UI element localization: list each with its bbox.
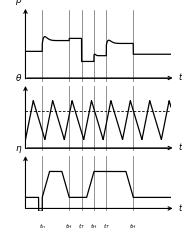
Text: p: p	[15, 0, 21, 5]
Text: $t_T$: $t_T$	[103, 222, 110, 231]
Text: t: t	[178, 73, 182, 83]
Text: $t_H$: $t_H$	[129, 222, 137, 231]
Text: θ: θ	[15, 73, 21, 83]
Text: $t_H$: $t_H$	[90, 222, 98, 231]
Text: t: t	[178, 144, 182, 152]
Text: t: t	[178, 204, 182, 213]
Text: η: η	[15, 144, 21, 153]
Text: $t_H$: $t_H$	[65, 222, 73, 231]
Text: $t_{\rm н}$: $t_{\rm н}$	[39, 222, 46, 231]
Text: $t_T$: $t_T$	[78, 222, 85, 231]
